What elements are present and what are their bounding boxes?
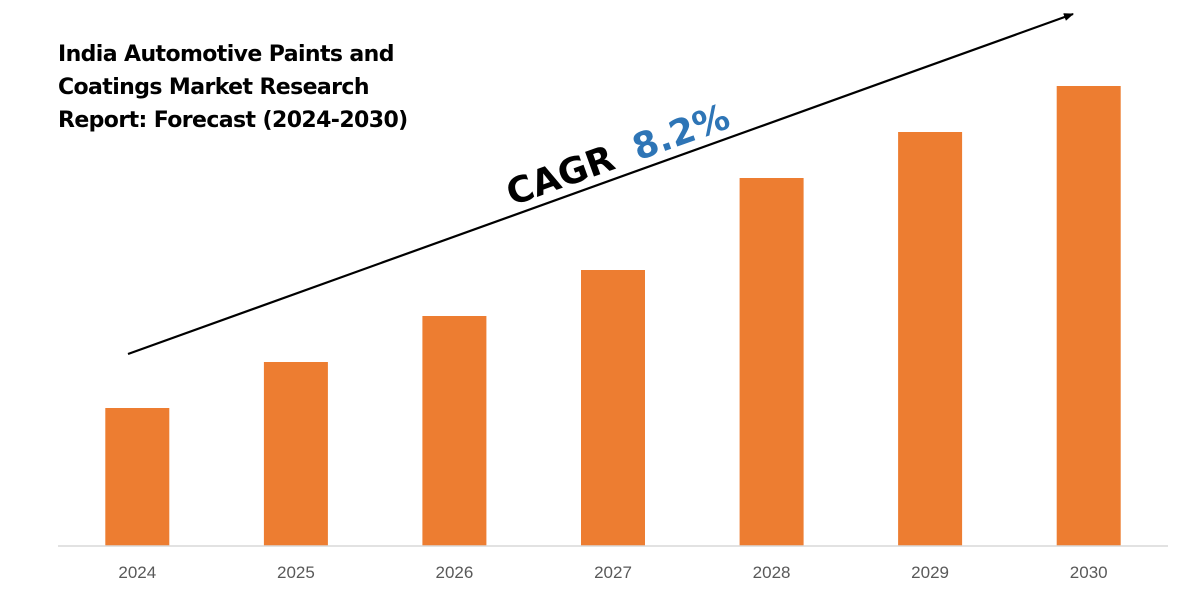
bar-2027 <box>581 270 645 546</box>
cagr-label: CAGR 8.2% <box>501 97 735 215</box>
cagr-prefix: CAGR <box>501 138 620 214</box>
x-tick-label-2029: 2029 <box>911 563 949 582</box>
bar-2025 <box>263 362 328 546</box>
bar-2028 <box>739 178 804 546</box>
bars-layer <box>105 86 1121 546</box>
x-tick-label-2025: 2025 <box>277 563 315 582</box>
cagr-annotation: CAGR 8.2% <box>501 97 735 215</box>
x-tick-label-2028: 2028 <box>753 563 791 582</box>
chart-title-line: Coatings Market Research <box>58 75 370 100</box>
bar-2026 <box>422 316 487 546</box>
x-tick-label-2030: 2030 <box>1070 563 1108 582</box>
x-tick-label-2024: 2024 <box>118 563 156 582</box>
x-tick-label-2026: 2026 <box>435 563 473 582</box>
x-tick-label-2027: 2027 <box>594 563 632 582</box>
chart-title: India Automotive Paints and Coatings Mar… <box>58 38 438 137</box>
cagr-value: 8.2% <box>627 97 735 169</box>
chart-title-line: Report: Forecast (2024-2030) <box>58 108 408 133</box>
x-tick-labels: 2024 2025 2026 2027 2028 2029 2030 <box>118 563 1107 582</box>
bar-2024 <box>105 408 170 546</box>
bar-2029 <box>898 132 963 546</box>
chart-title-line: India Automotive Paints and <box>58 42 394 67</box>
bar-2030 <box>1056 86 1121 546</box>
trend-arrow <box>127 12 1074 356</box>
